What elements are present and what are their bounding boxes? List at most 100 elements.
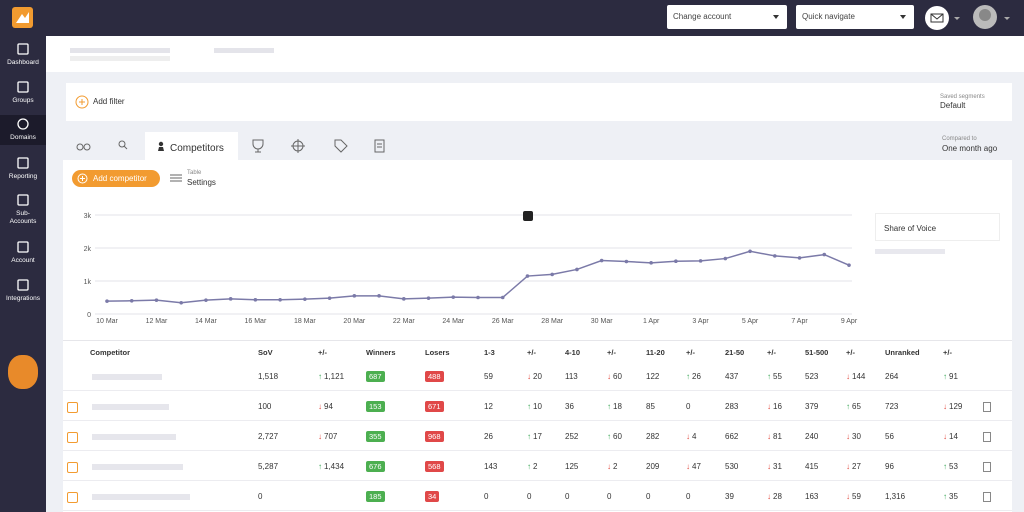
delete-icon[interactable] (983, 462, 991, 472)
tab-search[interactable] (118, 140, 128, 150)
data-point (698, 259, 703, 263)
sidebar-item[interactable]: Reporting (0, 156, 46, 184)
sidebar (0, 0, 46, 512)
x-tick-label: 16 Mar (245, 318, 267, 325)
mail-button[interactable] (924, 4, 964, 32)
sidebar-icon (17, 157, 29, 169)
sidebar-label: Account (11, 257, 35, 264)
avatar[interactable] (972, 4, 1012, 32)
topbar: Change account Quick navigate (46, 0, 1024, 36)
change-account-dropdown[interactable]: Change account (667, 5, 787, 29)
x-tick-label: 1 Apr (643, 318, 660, 325)
data-point (154, 298, 159, 302)
tab-binoculars[interactable] (76, 143, 91, 151)
plus-icon (77, 173, 88, 184)
competitors-panel: Add competitor Table Settings Share of V… (63, 160, 1012, 512)
delete-icon[interactable] (983, 402, 991, 412)
data-point (253, 298, 258, 302)
data-point (426, 296, 431, 300)
domain-header (46, 36, 1024, 72)
y-tick-label: 3k (84, 213, 92, 220)
data-point (624, 259, 629, 264)
sidebar-icon (17, 279, 29, 291)
data-point (377, 294, 381, 298)
data-point (327, 296, 332, 300)
logo[interactable] (12, 7, 33, 28)
data-point (550, 272, 554, 277)
x-tick-label: 12 Mar (146, 318, 168, 325)
logo-mark (16, 12, 29, 23)
delete-icon[interactable] (983, 492, 991, 502)
sidebar-label: Domains (10, 134, 36, 141)
sidebar-item[interactable]: Domains (0, 115, 46, 145)
x-tick-label: 9 Apr (841, 318, 858, 325)
tab-label: Competitors (170, 143, 224, 154)
add-filter-icon[interactable] (75, 95, 89, 109)
blurred-text (70, 48, 170, 53)
sidebar-icon (17, 118, 29, 130)
icon-shape (17, 43, 29, 55)
tab-tag[interactable] (334, 139, 348, 153)
data-point (674, 259, 678, 264)
change-account-text: Change account (673, 12, 732, 21)
metric-text: Share of Voice (884, 224, 937, 233)
pawn-icon (158, 141, 164, 151)
data-point (476, 295, 480, 300)
sidebar-item[interactable]: Sub-Accounts (0, 193, 46, 225)
x-tick-label: 28 Mar (541, 318, 563, 325)
data-point (822, 252, 827, 257)
settings-link[interactable]: Settings (187, 178, 216, 187)
x-tick-label: 3 Apr (692, 318, 709, 325)
data-point (402, 297, 406, 301)
x-tick-label: 24 Mar (442, 318, 464, 325)
sidebar-item[interactable]: Integrations (0, 278, 46, 306)
mascot (8, 355, 38, 389)
x-tick-label: 22 Mar (393, 318, 415, 325)
x-tick-label: 5 Apr (742, 318, 759, 325)
compared-to-value[interactable]: One month ago (942, 144, 998, 153)
data-point (797, 256, 802, 260)
blurred-text (70, 56, 170, 61)
row-checkbox[interactable] (67, 462, 78, 473)
settings-icon[interactable] (169, 172, 183, 184)
divider (63, 340, 1012, 341)
add-competitor-text: Add competitor (93, 174, 147, 183)
tab-competitors[interactable]: Competitors (145, 132, 238, 160)
icon-shape (17, 81, 29, 93)
row-checkbox[interactable] (67, 402, 78, 413)
data-point (773, 254, 777, 258)
add-competitor-button[interactable]: Add competitor (72, 170, 160, 187)
x-tick-label: 18 Mar (294, 318, 316, 325)
tab-trophy[interactable] (252, 139, 264, 153)
sidebar-label: Integrations (6, 295, 40, 302)
series-line (106, 250, 850, 304)
tab-clipboard[interactable] (374, 139, 385, 153)
blurred-legend (875, 249, 945, 254)
quick-navigate-dropdown[interactable]: Quick navigate (796, 5, 914, 29)
metric-dropdown[interactable]: Share of Voice (875, 213, 1000, 241)
add-filter[interactable]: Add filter (93, 97, 125, 106)
sidebar-label: Groups (12, 97, 34, 104)
data-point (105, 299, 109, 303)
data-point (847, 263, 851, 267)
filter-bar: Add filter Saved segments Default (66, 83, 1012, 121)
tab-target[interactable] (291, 139, 305, 153)
row-checkbox[interactable] (67, 432, 78, 443)
blurred-text (214, 48, 274, 53)
row-checkbox[interactable] (67, 492, 78, 503)
data-point (129, 299, 134, 303)
icon-shape (17, 118, 29, 130)
data-point (575, 267, 579, 272)
delete-icon[interactable] (983, 432, 991, 442)
sidebar-item[interactable]: Account (0, 240, 46, 268)
saved-segments-value[interactable]: Default (940, 101, 966, 110)
x-tick-label: 30 Mar (591, 318, 613, 325)
sidebar-item[interactable]: Dashboard (0, 42, 46, 70)
data-point (179, 300, 183, 305)
sidebar-item[interactable]: Groups (0, 80, 46, 108)
data-point (748, 249, 752, 254)
icon-shape (17, 157, 29, 169)
note-icon[interactable] (523, 211, 533, 221)
icon-shape (17, 279, 29, 291)
